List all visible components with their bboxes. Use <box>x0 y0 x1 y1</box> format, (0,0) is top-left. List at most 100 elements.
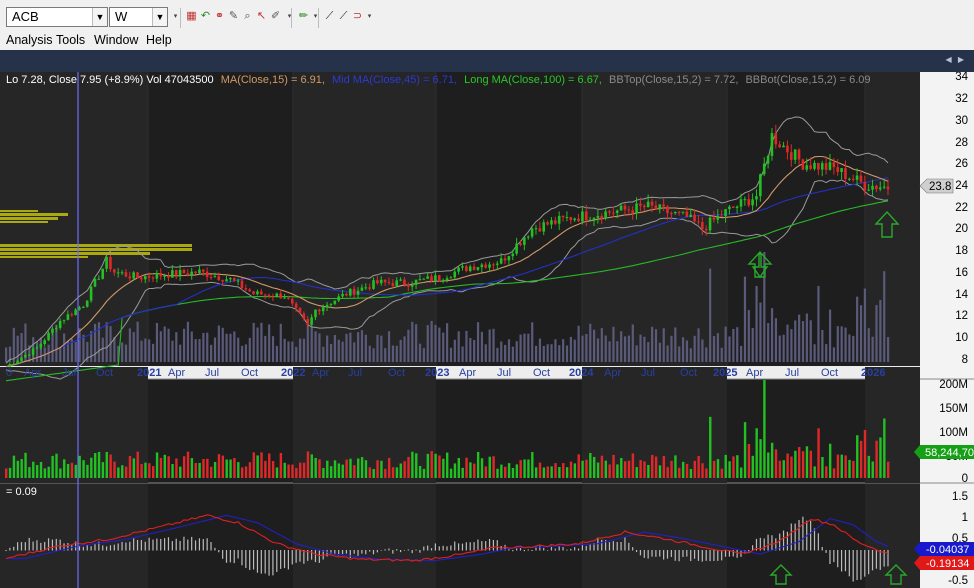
volume-overlay-bar <box>635 345 638 362</box>
volume-overlay-bar <box>507 339 511 362</box>
volume-bar <box>774 449 778 478</box>
volume-overlay-bar <box>538 338 542 362</box>
menu-window[interactable]: Window <box>94 33 139 47</box>
scroll-arrows-icon[interactable]: ◀ ▶ <box>945 55 966 64</box>
volume-bar <box>755 428 758 478</box>
volume-bar <box>836 454 840 478</box>
volume-overlay-bar <box>353 342 356 362</box>
volume-overlay-bar <box>751 328 754 362</box>
volume-bar <box>589 452 592 478</box>
cursor-icon[interactable]: ↖ <box>256 10 267 22</box>
symbol-combo[interactable]: ACB ▼ <box>6 7 108 27</box>
ray-icon[interactable]: ⟋ <box>339 10 348 22</box>
volume-overlay-bar <box>264 335 267 362</box>
volume-overlay-bar <box>446 323 449 362</box>
macd-histogram-bar <box>705 550 707 561</box>
candle-body <box>198 269 201 274</box>
link-icon[interactable]: ⚭ <box>214 10 225 22</box>
macd-histogram-bar <box>9 547 11 551</box>
volume-bar <box>651 454 654 478</box>
macd-histogram-bar <box>47 538 50 551</box>
macd-histogram-bar <box>469 542 471 551</box>
candle-body <box>105 256 108 269</box>
brush-icon[interactable]: ✏ <box>298 10 309 22</box>
volume-bar <box>333 460 337 478</box>
dropdown-icon[interactable]: ▾ <box>287 13 292 20</box>
candle-body <box>430 276 433 281</box>
macd-histogram-bar <box>218 550 220 553</box>
volume-tick: 100M <box>939 427 968 439</box>
interval-combo[interactable]: W ▼ <box>109 7 168 27</box>
macd-histogram-bar <box>365 550 367 555</box>
candle-body <box>8 364 12 367</box>
menu-tools[interactable]: Tools <box>56 33 86 47</box>
macd-histogram-bar <box>299 550 301 562</box>
zoom-icon[interactable]: ⌕ <box>244 10 251 22</box>
chevron-down-icon[interactable]: ▼ <box>152 8 167 26</box>
draw-icon[interactable]: ✎ <box>228 10 239 22</box>
volume-profile-bar <box>0 248 192 251</box>
volume-bar <box>28 467 31 478</box>
candle-body <box>848 178 851 180</box>
marker-icon[interactable]: ⊃ <box>352 10 363 22</box>
volume-overlay-bar <box>767 323 770 362</box>
volume-bar <box>871 461 874 478</box>
volume-overlay-bar <box>90 330 93 362</box>
volume-overlay-bar <box>476 322 480 362</box>
macd-histogram-bar <box>632 547 634 551</box>
macd-histogram-bar <box>461 543 464 551</box>
macd-histogram-bar <box>330 550 332 555</box>
chevron-down-icon[interactable]: ▼ <box>92 8 107 26</box>
candle-body <box>407 284 410 287</box>
macd-histogram-bar <box>156 538 158 551</box>
volume-overlay-bar <box>488 329 491 362</box>
undo-icon[interactable]: ↶ <box>200 10 211 22</box>
candle-body <box>143 276 147 280</box>
chart-area[interactable]: Lo 7.28, Close 7.95 (+8.9%) Vol 47043500… <box>0 72 974 588</box>
volume-overlay-bar <box>782 334 785 362</box>
volume-overlay-bar <box>51 328 54 362</box>
candle-body <box>728 206 731 210</box>
volume-overlay-bar <box>8 346 12 362</box>
volume-bar <box>798 446 801 478</box>
menu-help[interactable]: Help <box>146 33 172 47</box>
macd-histogram-bar <box>810 520 812 551</box>
macd-histogram-bar <box>36 540 38 551</box>
volume-overlay-bar <box>144 338 147 362</box>
candle-body <box>248 289 252 292</box>
macd-histogram-bar <box>152 539 154 551</box>
macd-histogram-bar <box>670 550 672 557</box>
volume-overlay-bar <box>20 333 23 362</box>
volume-bar <box>35 464 39 478</box>
macd-histogram-bar <box>241 550 243 566</box>
dropdown-icon[interactable]: ▾ <box>367 13 372 20</box>
volume-bar <box>384 468 387 478</box>
year-band <box>293 484 436 588</box>
macd-histogram-bar <box>86 545 88 551</box>
dropdown-icon[interactable]: ▾ <box>173 13 178 20</box>
macd-histogram-bar <box>535 547 537 551</box>
candle-body <box>774 133 778 145</box>
candle-body <box>515 243 518 254</box>
volume-bar <box>387 457 391 478</box>
candle-body <box>789 152 793 160</box>
volume-bar <box>747 444 751 478</box>
macd-histogram-bar <box>666 550 669 559</box>
macd-histogram-bar <box>643 550 645 558</box>
menu-analysis[interactable]: Analysis <box>6 33 53 47</box>
volume-bar <box>647 464 650 478</box>
volume-bar <box>658 465 662 478</box>
volume-bar <box>51 455 54 478</box>
macd-histogram-bar <box>717 550 719 561</box>
dropdown-icon[interactable]: ▾ <box>313 13 318 20</box>
volume-overlay-bar <box>678 346 681 362</box>
chart-type-icon[interactable]: ▦ <box>186 10 197 22</box>
line-icon[interactable]: ⟋ <box>325 10 334 22</box>
volume-overlay-bar <box>291 341 294 362</box>
up-arrow-annotation <box>884 564 908 585</box>
macd-histogram-bar <box>399 550 402 553</box>
volume-profile-bar <box>0 244 192 247</box>
volume-bar <box>318 459 321 478</box>
pencil-icon[interactable]: ✐ <box>270 10 281 22</box>
macd-histogram-bar <box>117 543 119 551</box>
